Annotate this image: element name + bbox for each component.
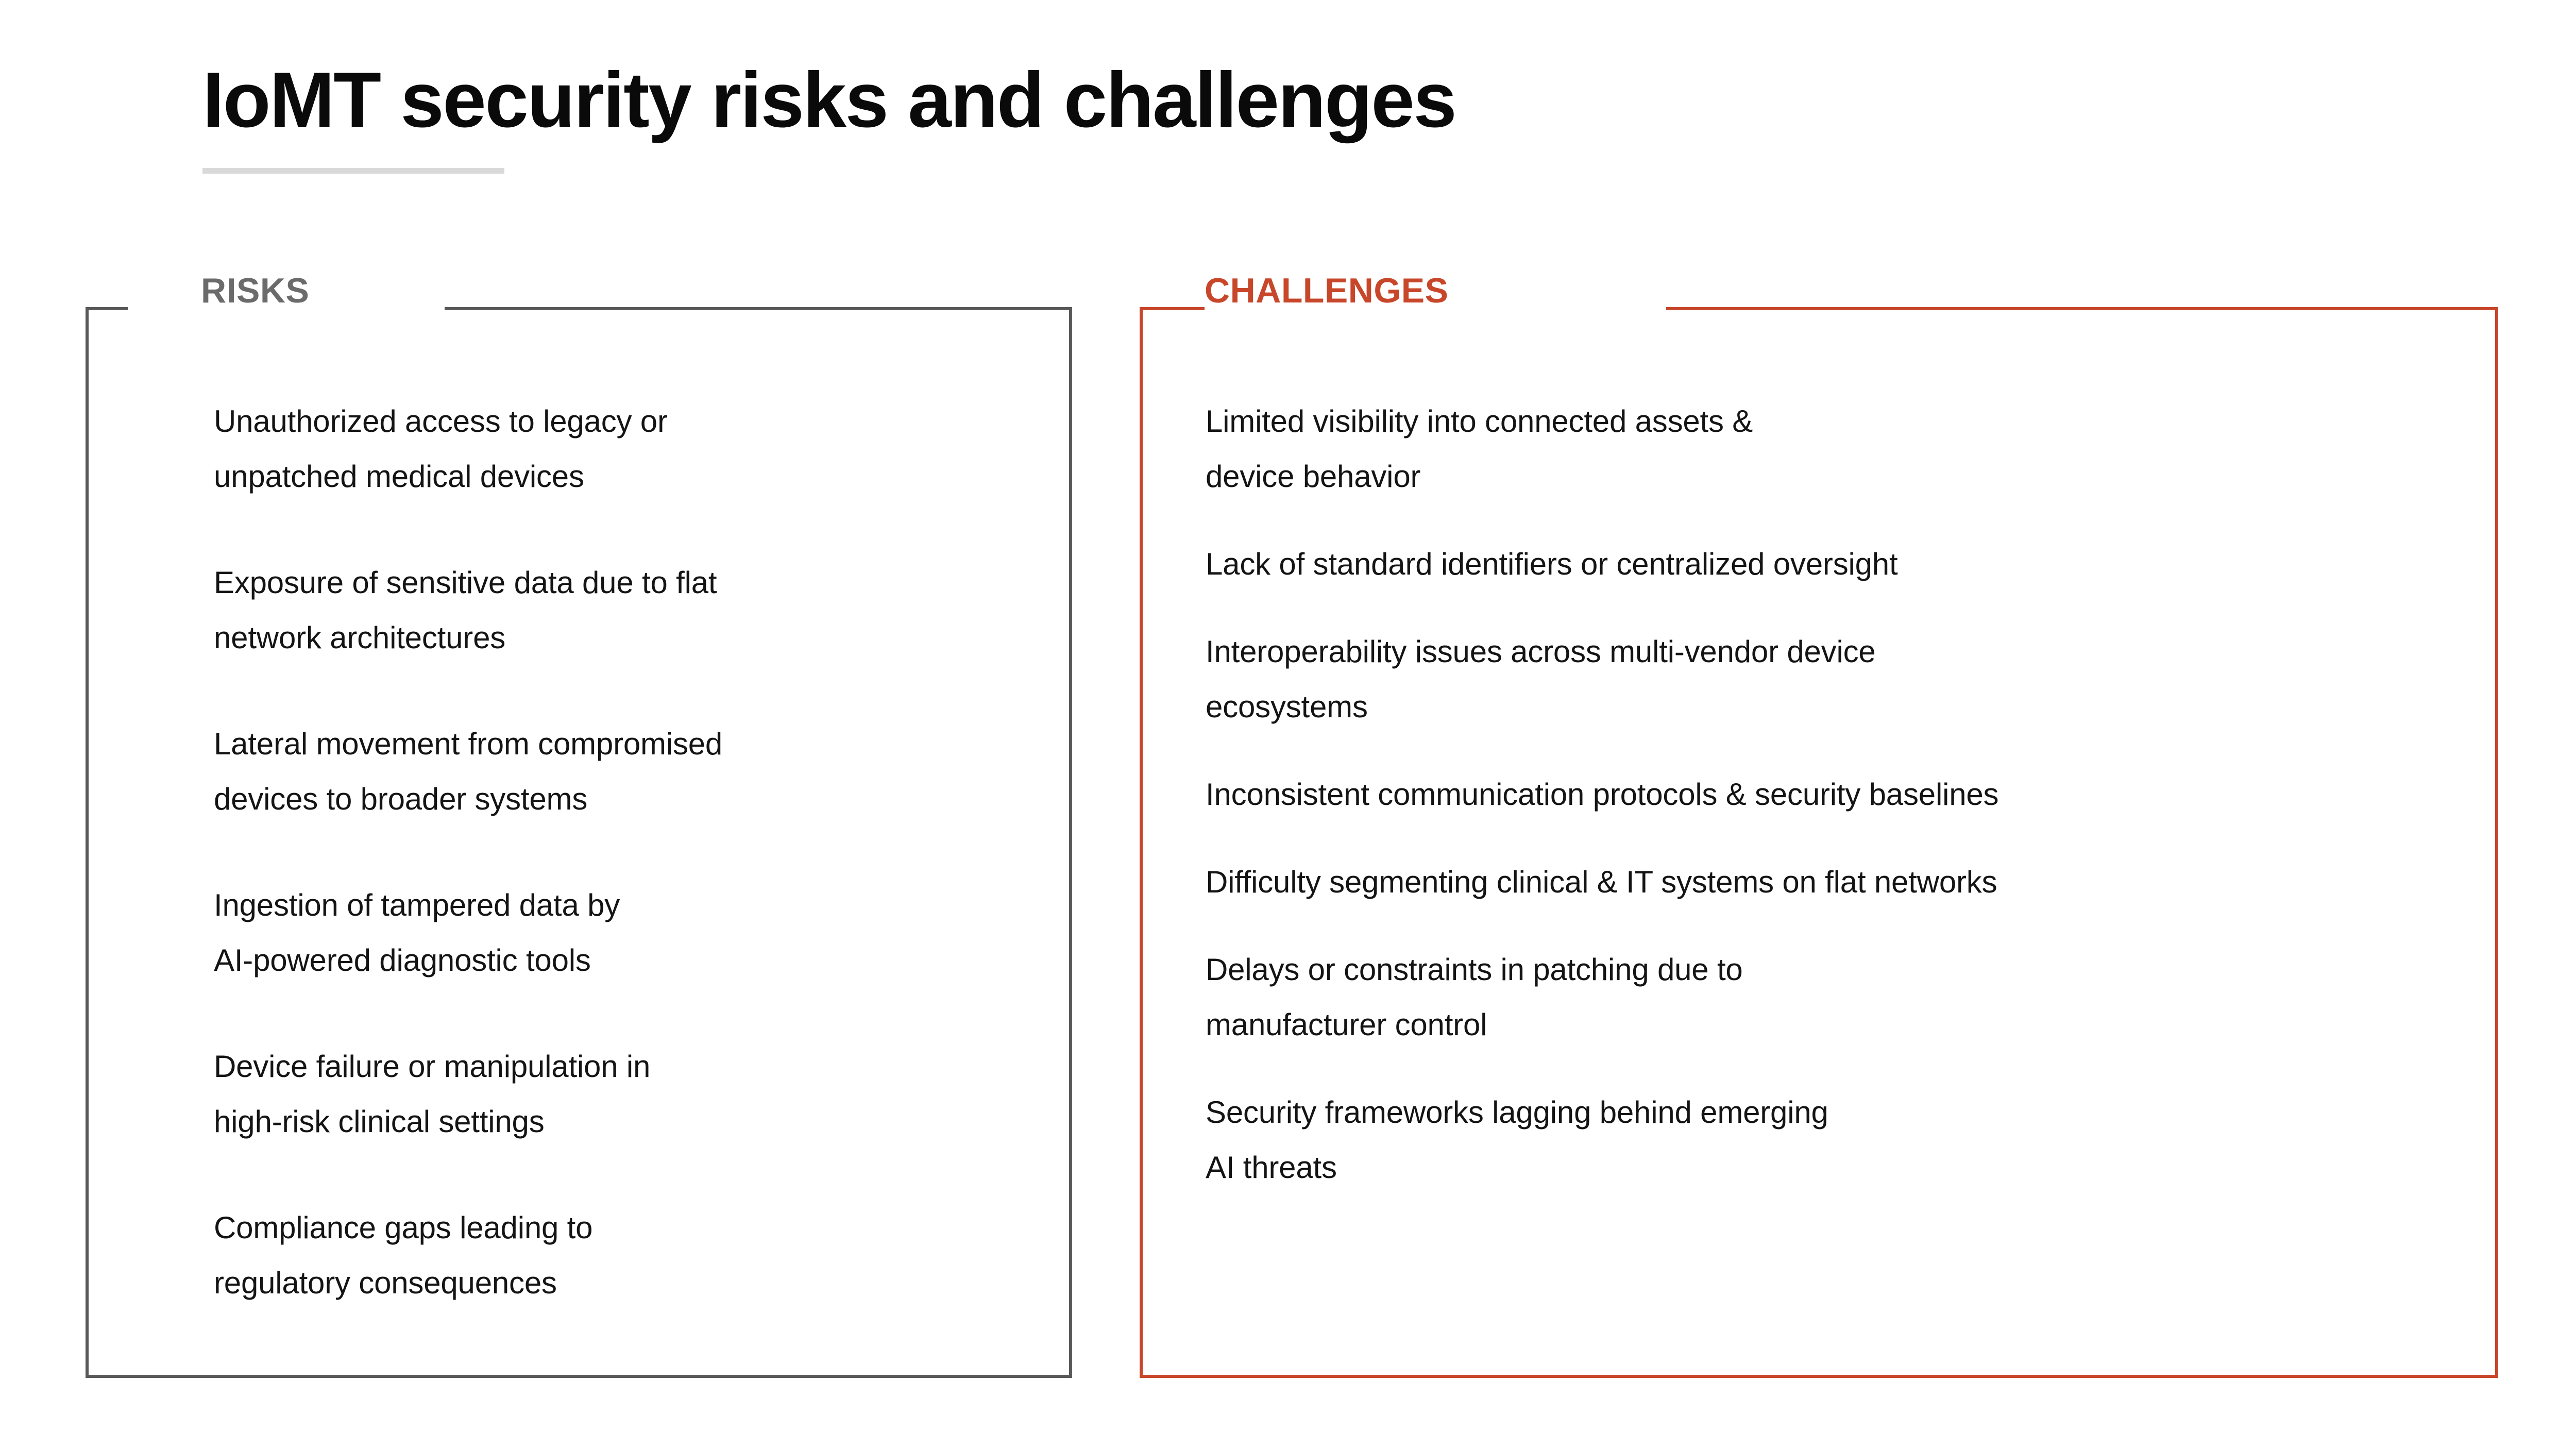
list-item: Interoperability issues across multi-ven… [1206, 634, 1876, 724]
page-header: IoMT security risks and challenges [202, 61, 2366, 174]
risks-panel-label: RISKS [201, 271, 310, 310]
list-item: Difficulty segmenting clinical & IT syst… [1206, 865, 1997, 899]
challenges-panel: CHALLENGES Limited visibility into conne… [1140, 273, 2498, 1378]
challenges-panel-label: CHALLENGES [1205, 271, 1449, 310]
list-item: Lateral movement from compromised device… [214, 727, 723, 816]
challenges-list: Limited visibility into connected assets… [1140, 307, 2498, 1226]
list-item: Limited visibility into connected assets… [1206, 404, 1753, 494]
challenges-frame-bottom [1140, 1375, 2498, 1378]
page-title: IoMT security risks and challenges [202, 56, 1457, 144]
risks-frame-bottom [86, 1375, 1072, 1378]
title-underline-rule [202, 168, 504, 174]
list-item: Lack of standard identifiers or centrali… [1206, 547, 1898, 581]
list-item: Security frameworks lagging behind emerg… [1206, 1095, 1828, 1185]
list-item: Compliance gaps leading to regulatory co… [214, 1210, 593, 1300]
list-item: Device failure or manipulation in high-r… [214, 1049, 651, 1139]
list-item: Exposure of sensitive data due to flat n… [214, 565, 717, 655]
risks-list: Unauthorized access to legacy or unpatch… [86, 307, 1072, 1341]
list-item: Inconsistent communication protocols & s… [1206, 777, 1999, 812]
list-item: Unauthorized access to legacy or unpatch… [214, 404, 668, 494]
list-item: Ingestion of tampered data by AI-powered… [214, 888, 620, 978]
list-item: Delays or constraints in patching due to… [1206, 952, 1743, 1042]
risks-panel: RISKS Unauthorized access to legacy or u… [86, 273, 1072, 1378]
